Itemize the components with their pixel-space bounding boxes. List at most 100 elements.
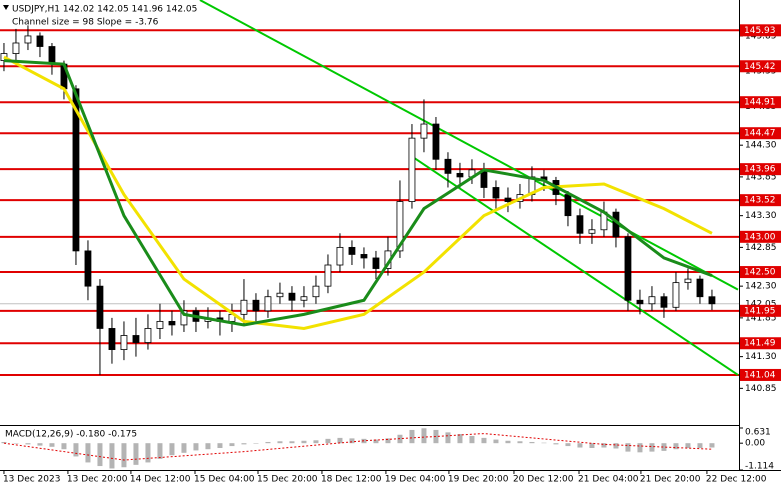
y-tick-label: 142.85 [745,243,777,253]
x-tick-label: 21 Dec 20:00 [640,475,701,485]
level-label-box [740,368,781,381]
level-label-box [740,60,781,73]
x-tick-label: 21 Dec 04:00 [578,475,639,485]
macd-bar [289,441,295,444]
macd-bar [697,443,703,449]
macd-bar [625,443,631,452]
candle-body [576,215,584,234]
level-label: 142.50 [744,268,776,278]
candle-body [240,299,248,315]
macd-bar [457,434,463,444]
macd-bar [193,443,199,451]
candle-body [336,246,344,266]
macd-bar [205,443,211,450]
macd-bar [373,439,379,444]
macd-bar [685,443,691,449]
level-label: 145.42 [744,62,776,72]
macd-bar [397,434,403,444]
macd-bar [121,443,127,468]
macd-bar [49,443,55,447]
macd-bar [277,441,283,444]
y-tick-label: 143.85 [745,172,777,182]
candle-body [252,299,260,312]
symbol-icon [3,5,9,10]
candle-body [312,285,320,298]
candle-body [300,296,308,301]
y-tick-label: 144.30 [745,141,777,151]
candle-body [72,88,80,252]
moving-average [3,55,713,330]
macd-y-tick-label: 0.631 [745,428,771,438]
x-tick-label: 19 Dec 04:00 [385,475,446,485]
candle-body [168,320,176,326]
candle-body [360,254,368,259]
macd-bar [37,443,43,446]
x-tick-label: 13 Dec 20:00 [67,475,128,485]
macd-bar [577,443,583,448]
level-label: 141.95 [744,306,776,316]
macd-bar [217,443,223,449]
level-label: 143.00 [744,232,776,242]
macd-bar [661,443,667,451]
macd-bar [265,441,271,444]
level-label-box [740,194,781,207]
level-label: 145.93 [744,26,776,36]
macd-bar [445,432,451,444]
candle-body [276,292,284,298]
channel-line [199,0,739,291]
macd-bar [157,443,163,459]
macd-bar [61,443,67,450]
macd-bar [229,443,235,447]
macd-bar [505,440,511,444]
macd-bar [613,443,619,449]
candle-body [120,335,128,350]
macd-bar [493,439,499,444]
moving-average [3,59,713,327]
level-label-box [740,96,781,109]
macd-bar [529,441,535,444]
candle-body [48,46,56,65]
current-price-label: 142.05 [745,299,777,309]
channel-line [409,154,739,376]
macd-bar [253,443,259,444]
macd-bar [673,443,679,450]
candle-body [180,310,188,326]
macd-bar [181,443,187,453]
y-tick-label: 143.30 [745,211,777,221]
y-tick-label: 145.85 [745,31,777,41]
level-label: 141.49 [744,339,776,349]
macd-bar [13,443,19,444]
macd-bar [541,442,547,444]
candle-body [444,158,452,174]
x-tick-label: 13 Dec 2023 [3,475,61,485]
candle-body [144,328,152,343]
macd-bar [145,443,151,463]
candle-body [408,137,416,202]
level-label: 144.47 [744,129,776,139]
macd-bar [469,435,475,444]
macd-bar [241,443,247,445]
macd-bar [601,443,607,448]
macd-bar [649,443,655,452]
level-label: 143.52 [744,196,776,206]
chart-title: USDJPY,H1 142.02 142.05 141.96 142.05 [12,5,197,15]
macd-bar [85,443,91,463]
x-tick-label: 14 Dec 12:00 [130,475,191,485]
x-tick-label: 20 Dec 12:00 [513,475,574,485]
x-tick-label: 15 Dec 20:00 [257,475,318,485]
y-tick-label: 142.30 [745,282,777,292]
macd-bar [517,441,523,444]
level-label: 144.91 [744,98,776,108]
macd-bar [325,438,331,444]
candle-body [684,278,692,284]
candle-body [696,278,704,298]
macd-bar [169,443,175,456]
y-tick-label: 141.30 [745,352,777,362]
level-label: 143.96 [744,165,776,175]
candle-body [372,257,380,269]
candle-body [492,187,500,199]
macd-y-tick-label: 0.00 [745,439,765,449]
candle-body [36,35,44,47]
